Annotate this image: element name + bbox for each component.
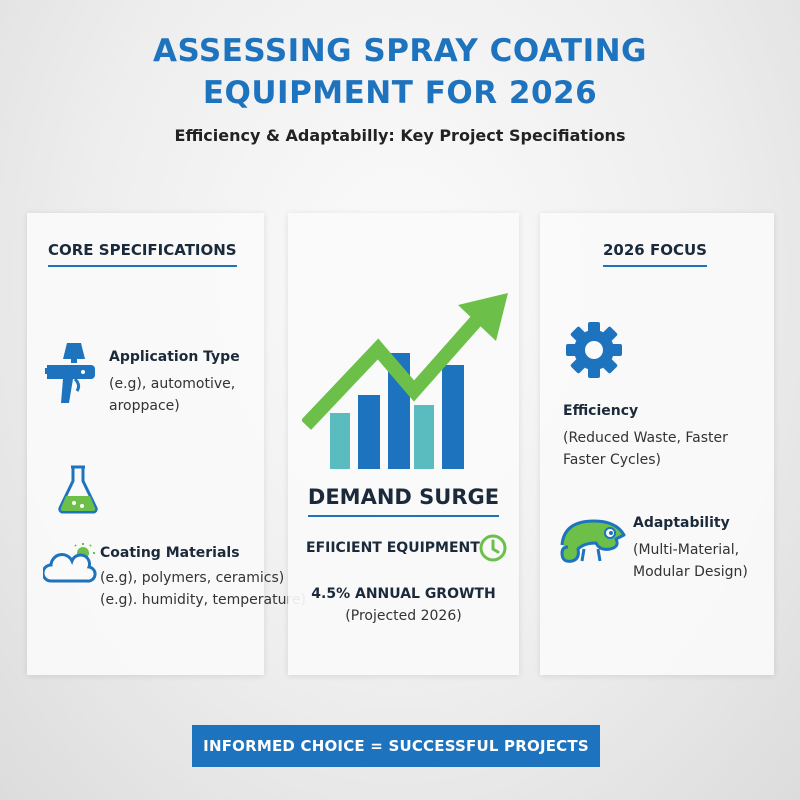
- coating-materials-desc: (e.g), polymers, ceramics) (e.g). humidi…: [100, 567, 306, 611]
- chameleon-icon: [554, 515, 632, 569]
- adaptability-desc-line2: Modular Design): [633, 564, 748, 580]
- efficiency-desc-line1: (Reduced Waste, Faster: [563, 430, 728, 446]
- application-type-label: Application Type: [109, 349, 240, 365]
- panel-heading-focus: 2026 FOCUS: [603, 241, 707, 267]
- demand-surge-heading: DEMAND SURGE: [307, 485, 500, 517]
- efficiency-desc: (Reduced Waste, Faster Faster Cycles): [563, 427, 728, 471]
- page-title: ASSESSING SPRAY COATING EQUIPMENT FOR 20…: [0, 30, 800, 114]
- title-line-2: EQUIPMENT FOR 2026: [202, 75, 598, 111]
- spray-gun-icon: [45, 341, 97, 409]
- coating-materials-label: Coating Materials: [100, 545, 240, 561]
- demand-surge-panel: DEMAND SURGE EFIICIENT EQUIPMENT 4.5% AN…: [288, 213, 519, 675]
- demand-surge-heading-wrap: DEMAND SURGE: [288, 485, 519, 517]
- coating-materials-desc-line1: (e.g), polymers, ceramics): [100, 570, 285, 586]
- adaptability-label: Adaptability: [633, 515, 730, 531]
- coating-materials-desc-line2: (e.g). humidity, temperature): [100, 592, 306, 608]
- projection-text: (Projected 2026): [345, 608, 462, 624]
- efficiency-label: Efficiency: [563, 403, 639, 419]
- application-type-desc: (e.g), automotive, aroppace): [109, 373, 235, 417]
- conclusion-banner: INFORMED CHOICE = SUCCESSFUL PROJECTS: [192, 725, 600, 767]
- gear-icon: [565, 321, 623, 383]
- page-subtitle: Efficiency & Adaptabilly: Key Project Sp…: [174, 126, 626, 145]
- annual-growth-text: 4.5% ANNUAL GROWTH: [311, 586, 496, 602]
- panel-heading-core: CORE SPECIFICATIONS: [48, 241, 237, 267]
- title-line-1: ASSESSING SPRAY COATING: [152, 33, 647, 69]
- application-type-desc-line2: aroppace): [109, 398, 180, 414]
- application-type-desc-line1: (e.g), automotive,: [109, 376, 236, 392]
- clock-icon: [478, 533, 508, 567]
- weather-icon: [41, 543, 103, 589]
- focus-2026-panel: 2026 FOCUS Efficiency (Reduced Waste, Fa…: [540, 213, 774, 675]
- flask-icon: [57, 463, 99, 519]
- efficiency-desc-line2: Faster Cycles): [563, 452, 661, 468]
- growth-block: 4.5% ANNUAL GROWTH (Projected 2026): [288, 586, 519, 627]
- growth-chart-icon: [300, 291, 514, 473]
- efficient-equipment-label: EFIICIENT EQUIPMENT: [306, 540, 480, 556]
- adaptability-desc-line1: (Multi-Material,: [633, 542, 740, 558]
- adaptability-desc: (Multi-Material, Modular Design): [633, 539, 748, 583]
- core-specifications-panel: CORE SPECIFICATIONS Application Type (e.…: [27, 213, 306, 675]
